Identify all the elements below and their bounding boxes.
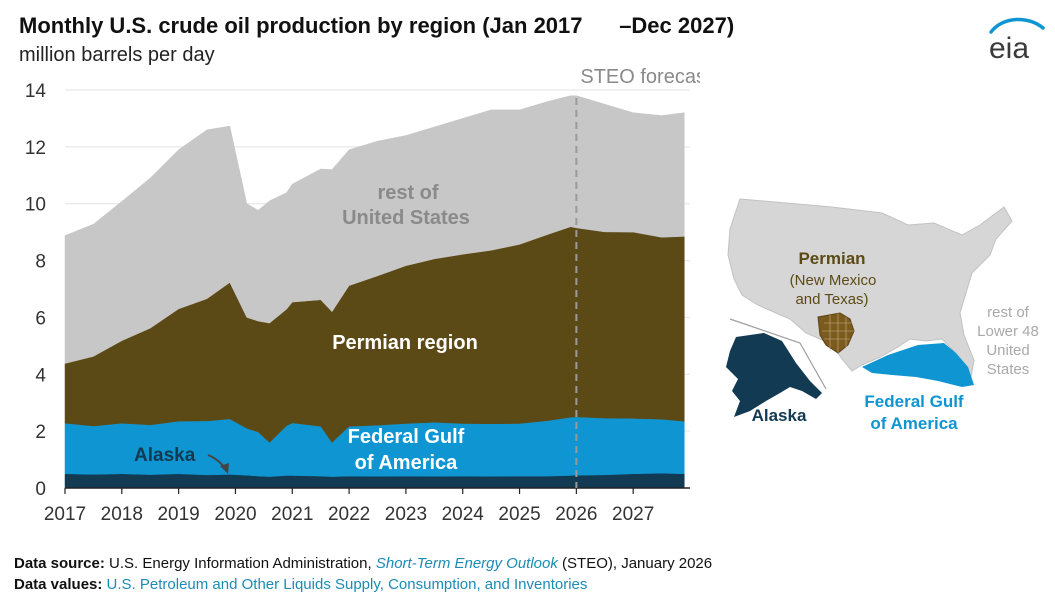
map-label-rest-line3: United <box>986 342 1029 359</box>
series-label-alaska: Alaska <box>134 445 196 466</box>
series-label-rest-line1: rest of <box>377 182 438 204</box>
data-values-label: Data values: <box>14 576 103 593</box>
alaska-leader-line <box>729 318 827 390</box>
map-label-rest-line4: States <box>987 361 1030 378</box>
map-label-gulf-line2: of America <box>870 414 958 433</box>
map-label-rest-line1: rest of <box>987 304 1030 321</box>
x-tick-label: 2021 <box>271 504 313 525</box>
y-tick-label: 8 <box>35 252 46 273</box>
y-tick-label: 10 <box>25 195 46 216</box>
x-tick-label: 2019 <box>157 504 199 525</box>
x-tick-label: 2027 <box>612 504 654 525</box>
alaska-pointer-arrowhead <box>220 463 229 474</box>
map-label-permian: Permian <box>798 249 865 268</box>
alaska-shape <box>726 333 822 417</box>
series-label-gulf-line1: Federal Gulf <box>348 426 465 448</box>
stacked-areas <box>64 95 685 489</box>
data-values-link[interactable]: U.S. Petroleum and Other Liquids Supply,… <box>106 576 588 593</box>
x-tick-label: 2018 <box>101 504 143 525</box>
y-axis: 0 2 4 6 8 10 12 14 <box>25 81 47 500</box>
chart-title: Monthly U.S. crude oil production by reg… <box>19 13 735 38</box>
y-tick-label: 14 <box>25 81 47 102</box>
permian-basin-grid <box>822 313 854 353</box>
series-label-gulf-line2: of America <box>355 452 459 474</box>
x-tick-label: 2017 <box>44 504 86 525</box>
series-label-rest-line2: United States <box>342 207 470 229</box>
data-source-tail: (STEO), January 2026 <box>557 555 713 572</box>
x-tick-label: 2024 <box>442 504 485 525</box>
x-tick-label: 2020 <box>214 504 256 525</box>
area-rest-of-us <box>64 95 685 364</box>
gulf-of-america-shape <box>862 343 974 387</box>
x-tick-label: 2023 <box>385 504 427 525</box>
eia-logo-arc <box>989 17 1045 34</box>
map-label-alaska: Alaska <box>752 406 807 425</box>
eia-logo-text: eia <box>989 32 1029 64</box>
production-chart: 0 2 4 6 8 10 12 14 2017 2018 2019 2020 2021 2022 2023… <box>25 66 700 525</box>
x-tick-label: 2025 <box>498 504 540 525</box>
forecast-label: STEO forecast <box>580 66 700 88</box>
map-label-permian-sub2: and Texas) <box>795 291 868 308</box>
map-label-gulf-line1: Federal Gulf <box>864 392 964 411</box>
map-label-permian-sub1: (New Mexico <box>790 272 877 289</box>
data-source-label: Data source: <box>14 555 105 572</box>
data-source-text: U.S. Energy Information Administration, <box>109 555 376 572</box>
map-label-rest-line2: Lower 48 <box>977 323 1039 340</box>
x-tick-label: 2026 <box>555 504 597 525</box>
y-tick-label: 2 <box>35 422 46 443</box>
lower48-shape <box>727 198 1013 385</box>
y-tick-label: 6 <box>35 308 46 329</box>
chart-subtitle: million barrels per day <box>19 44 215 66</box>
footer: Data source: U.S. Energy Information Adm… <box>14 553 712 595</box>
steo-link[interactable]: Short-Term Energy Outlook <box>375 555 558 572</box>
series-label-permian: Permian region <box>332 332 478 354</box>
data-source-line: Data source: U.S. Energy Information Adm… <box>14 553 712 574</box>
us-region-map: Permian (New Mexico and Texas) rest of L… <box>726 198 1039 433</box>
x-tick-label: 2022 <box>328 504 370 525</box>
data-values-line: Data values: U.S. Petroleum and Other Li… <box>14 574 712 595</box>
y-tick-label: 0 <box>35 479 46 500</box>
eia-logo[interactable]: eia <box>985 14 1047 64</box>
y-tick-label: 12 <box>25 138 46 159</box>
x-axis: 2017 2018 2019 2020 2021 2022 2023 2024 2025 2026… <box>44 487 690 525</box>
y-tick-label: 4 <box>35 365 46 386</box>
